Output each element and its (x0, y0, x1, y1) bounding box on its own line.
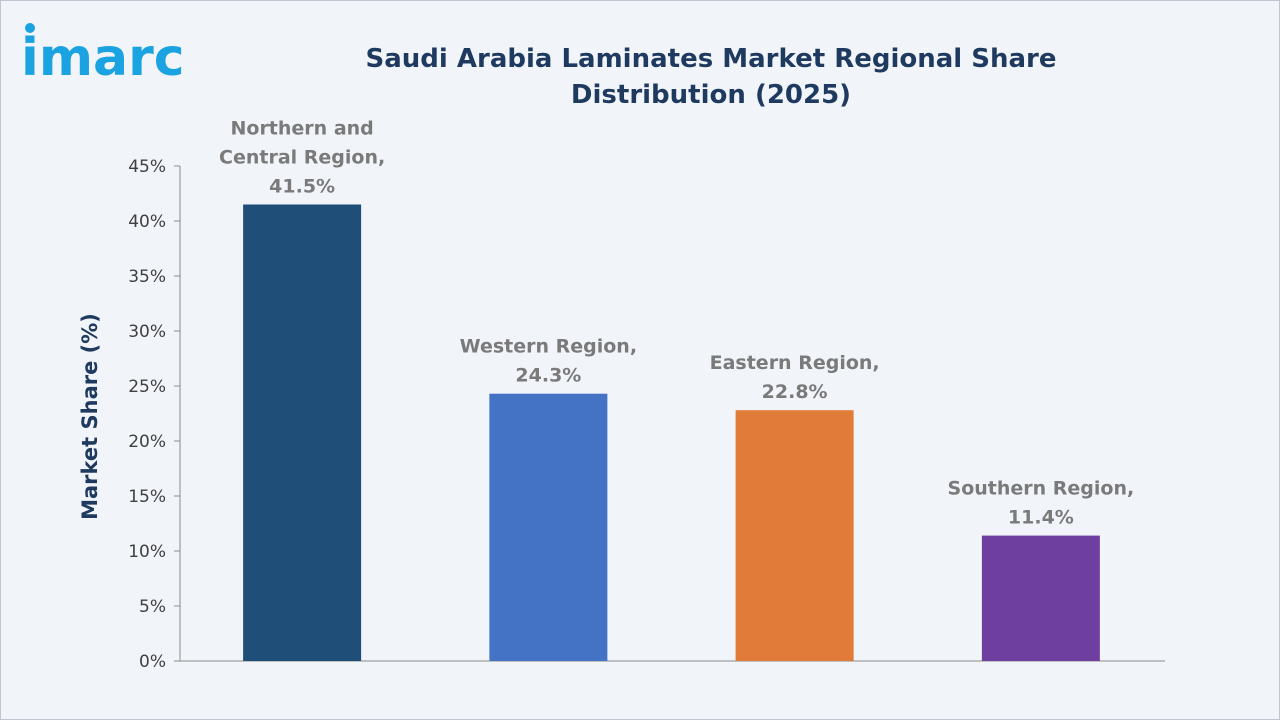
bar-4 (981, 535, 1100, 661)
data-label: 41.5% (269, 176, 335, 198)
bar-3 (735, 410, 854, 661)
data-label: Central Region, (219, 147, 385, 169)
bar-1 (243, 204, 362, 661)
imarc-logo: imarc (21, 23, 185, 83)
brand-name: imarc (21, 28, 185, 83)
y-tick-label: 25% (128, 377, 166, 397)
y-tick-label: 10% (128, 542, 166, 562)
data-label: 22.8% (762, 381, 828, 403)
data-label: Western Region, (460, 336, 637, 358)
y-tick-label: 40% (128, 212, 166, 232)
y-tick-label: 30% (128, 322, 166, 342)
data-label: Eastern Region, (710, 352, 880, 374)
data-label: 24.3% (515, 365, 581, 387)
y-tick-label: 15% (128, 487, 166, 507)
bar-2 (489, 393, 608, 661)
y-tick-label: 20% (128, 432, 166, 452)
y-tick-label: 5% (139, 597, 166, 617)
y-tick-label: 0% (139, 652, 166, 672)
y-tick-label: 35% (128, 267, 166, 287)
data-label: Southern Region, (948, 478, 1135, 500)
data-label: 11.4% (1008, 507, 1074, 529)
y-axis-title: Market Share (%) (78, 313, 102, 520)
data-label: Northern and (230, 118, 373, 140)
chart-title: Saudi Arabia Laminates Market Regional S… (365, 44, 1057, 110)
y-tick-label: 45% (128, 157, 166, 177)
